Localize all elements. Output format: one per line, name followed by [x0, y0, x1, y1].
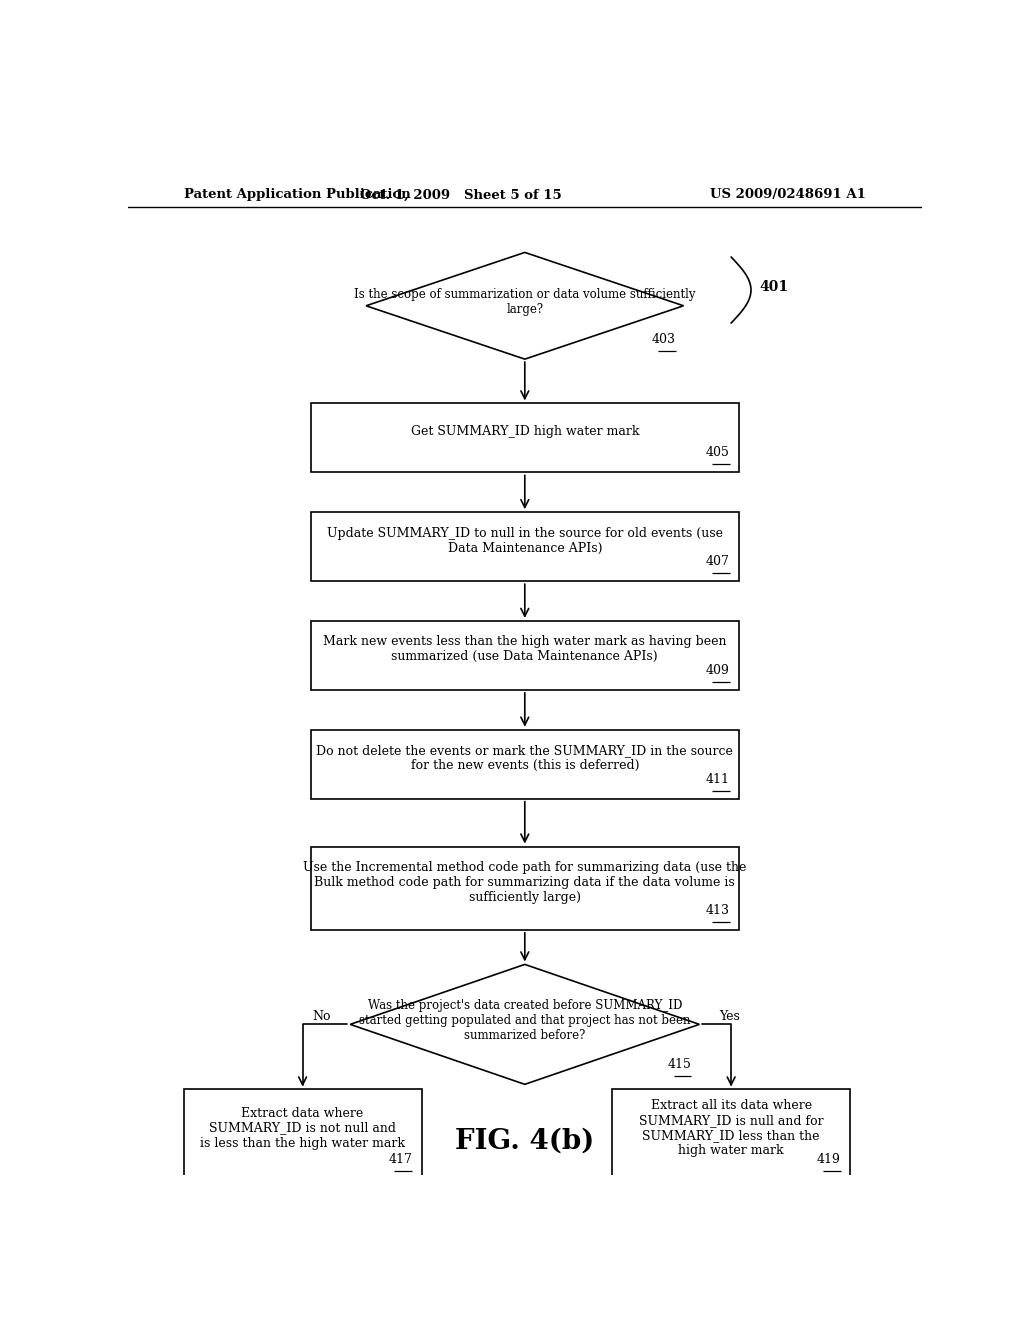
Text: Get SUMMARY_ID high water mark: Get SUMMARY_ID high water mark	[411, 425, 639, 438]
Text: Yes: Yes	[719, 1010, 740, 1023]
Text: Extract data where
SUMMARY_ID is not null and
is less than the high water mark: Extract data where SUMMARY_ID is not nul…	[200, 1106, 406, 1150]
Text: 411: 411	[706, 772, 729, 785]
Bar	[612, 1089, 850, 1179]
Text: Was the project's data created before SUMMARY_ID
started getting populated and t: Was the project's data created before SU…	[359, 999, 690, 1041]
Text: Patent Application Publication: Patent Application Publication	[183, 189, 411, 202]
Text: Is the scope of summarization or data volume sufficiently
large?: Is the scope of summarization or data vo…	[354, 288, 695, 315]
Bar	[183, 1089, 422, 1179]
Text: Oct. 1, 2009   Sheet 5 of 15: Oct. 1, 2009 Sheet 5 of 15	[360, 189, 562, 202]
Text: 405: 405	[706, 446, 729, 459]
Text: Use the Incremental method code path for summarizing data (use the
Bulk method c: Use the Incremental method code path for…	[303, 861, 746, 904]
Text: 409: 409	[706, 664, 729, 677]
Text: Update SUMMARY_ID to null in the source for old events (use
Data Maintenance API: Update SUMMARY_ID to null in the source …	[327, 527, 723, 554]
Text: Mark new events less than the high water mark as having been
summarized (use Dat: Mark new events less than the high water…	[323, 635, 727, 664]
Bar	[310, 512, 739, 581]
Text: 413: 413	[706, 904, 729, 916]
Text: 417: 417	[388, 1152, 412, 1166]
Bar	[310, 404, 739, 473]
Text: US 2009/0248691 A1: US 2009/0248691 A1	[711, 189, 866, 202]
Bar	[310, 730, 739, 799]
Text: 407: 407	[706, 554, 729, 568]
Polygon shape	[367, 252, 684, 359]
Text: Do not delete the events or mark the SUMMARY_ID in the source
for the new events: Do not delete the events or mark the SUM…	[316, 744, 733, 772]
Polygon shape	[350, 965, 699, 1084]
Text: FIG. 4(b): FIG. 4(b)	[456, 1127, 594, 1155]
Text: 415: 415	[668, 1059, 691, 1071]
Text: No: No	[312, 1010, 331, 1023]
Text: 419: 419	[817, 1152, 841, 1166]
Text: 403: 403	[651, 333, 676, 346]
Bar	[310, 620, 739, 690]
Text: 401: 401	[759, 280, 788, 294]
Bar	[310, 846, 739, 929]
Text: Extract all its data where
SUMMARY_ID is null and for
SUMMARY_ID less than the
h: Extract all its data where SUMMARY_ID is…	[639, 1100, 823, 1158]
